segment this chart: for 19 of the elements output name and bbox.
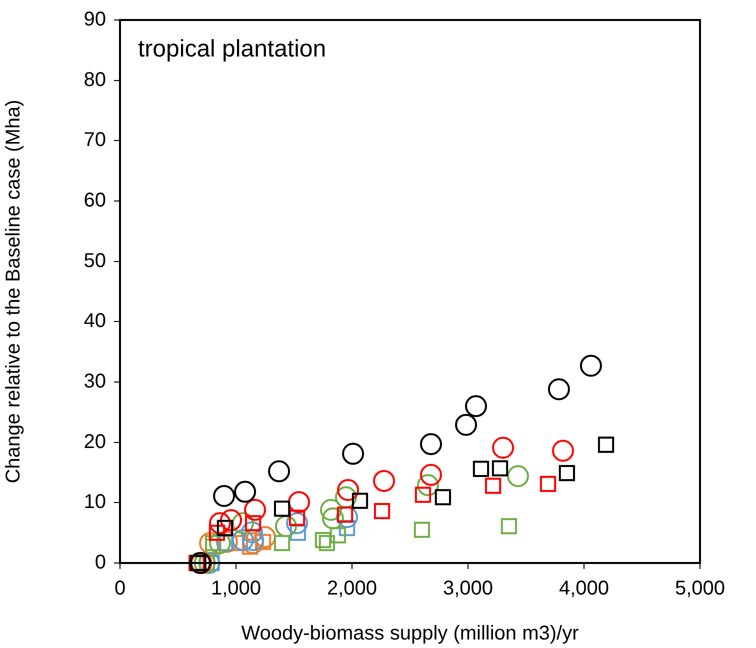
y-tick-label: 50 [84,250,106,272]
y-tick-label: 60 [84,190,106,212]
y-axis-title: Change relative to the Baseline case (Mha) [2,100,25,484]
x-tick-label: 2,000 [326,578,378,600]
x-tick-label: 0 [114,578,126,600]
y-tick-label: 40 [84,310,106,332]
x-tick-label: 4,000 [558,578,610,600]
y-tick-label: 20 [84,430,106,453]
y-tick-label: 10 [84,491,106,514]
x-axis-title: Woody-biomass supply (million m3)/yr [241,622,580,645]
y-tick-label: 0 [94,552,106,574]
annotation: tropical plantation [138,36,326,63]
y-tick-label: 90 [84,8,106,31]
y-tick-label: 70 [84,129,106,152]
x-tick-label: 1,000 [210,578,262,600]
x-tick-label: 3,000 [442,578,494,600]
x-tick-label: 5,000 [674,578,726,600]
y-tick-label: 80 [84,68,106,91]
y-tick-label: 30 [84,370,106,393]
